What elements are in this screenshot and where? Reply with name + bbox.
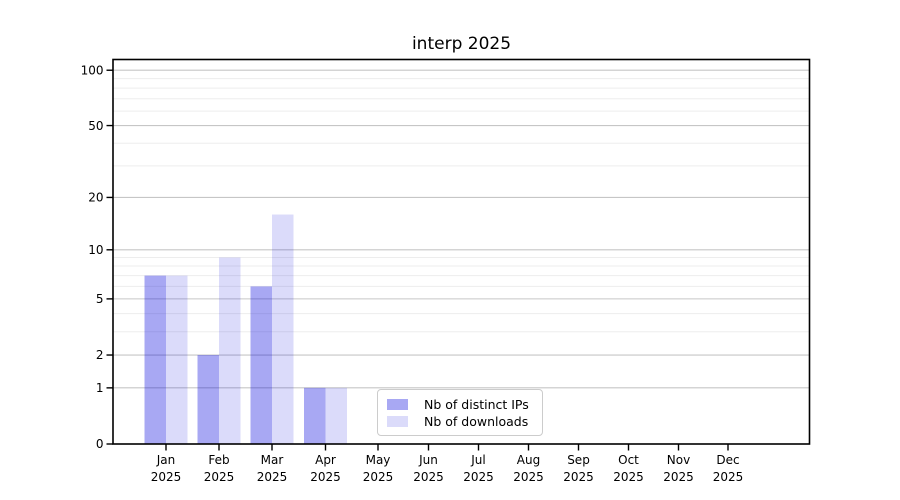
x-tick-label-year: 2025	[413, 470, 444, 484]
bar-distinct-ips	[197, 355, 219, 444]
x-tick-label-year: 2025	[663, 470, 694, 484]
x-tick-label-month: Apr	[315, 453, 336, 467]
y-tick-label: 1	[96, 381, 104, 395]
y-tick-label: 5	[96, 292, 104, 306]
chart-title: interp 2025	[411, 34, 512, 54]
legend-swatch-distinct-ips-icon	[387, 399, 408, 410]
x-tick-label-month: Oct	[618, 453, 639, 467]
x-tick-label-year: 2025	[513, 470, 544, 484]
y-tick-label: 20	[88, 191, 103, 205]
bar-downloads	[325, 387, 347, 444]
bar-distinct-ips	[250, 286, 272, 444]
plot-border	[112, 58, 811, 445]
legend-item-distinct-ips: Nb of distinct IPs	[387, 397, 532, 412]
x-tick-label-year: 2025	[363, 470, 394, 484]
bar-downloads	[219, 257, 241, 444]
legend-swatch-downloads-icon	[387, 416, 408, 427]
legend-label-downloads: Nb of downloads	[424, 414, 529, 429]
x-tick-label-year: 2025	[257, 470, 288, 484]
y-tick-label: 10	[88, 243, 103, 257]
bar-downloads	[166, 275, 188, 444]
x-tick-label-month: Jan	[156, 453, 176, 467]
x-tick-label-month: Nov	[667, 453, 690, 467]
x-tick-label-month: Sep	[567, 453, 590, 467]
x-tick-label-month: Dec	[716, 453, 739, 467]
x-tick-label-year: 2025	[310, 470, 341, 484]
x-tick-label-year: 2025	[713, 470, 744, 484]
x-tick-label-year: 2025	[563, 470, 594, 484]
x-tick-label-year: 2025	[613, 470, 644, 484]
y-tick-label: 2	[96, 348, 104, 362]
legend-label-distinct-ips: Nb of distinct IPs	[424, 397, 529, 412]
x-tick-label-year: 2025	[463, 470, 494, 484]
x-tick-label-month: Feb	[208, 453, 229, 467]
x-tick-label-month: Aug	[517, 453, 540, 467]
legend-item-downloads: Nb of downloads	[387, 414, 532, 429]
x-tick-label-year: 2025	[204, 470, 235, 484]
y-tick-label: 100	[81, 63, 104, 77]
x-tick-label-month: Mar	[261, 453, 284, 467]
y-tick-label: 0	[96, 437, 104, 451]
bar-downloads	[272, 214, 294, 444]
x-tick-label-month: May	[366, 453, 391, 467]
bar-distinct-ips	[144, 275, 166, 444]
x-tick-label-year: 2025	[151, 470, 182, 484]
y-tick-label: 50	[88, 119, 103, 133]
bar-distinct-ips	[304, 387, 326, 444]
x-tick-label-month: Jul	[470, 453, 485, 467]
x-tick-label-month: Jun	[418, 453, 438, 467]
legend: Nb of distinct IPs Nb of downloads	[377, 389, 543, 436]
